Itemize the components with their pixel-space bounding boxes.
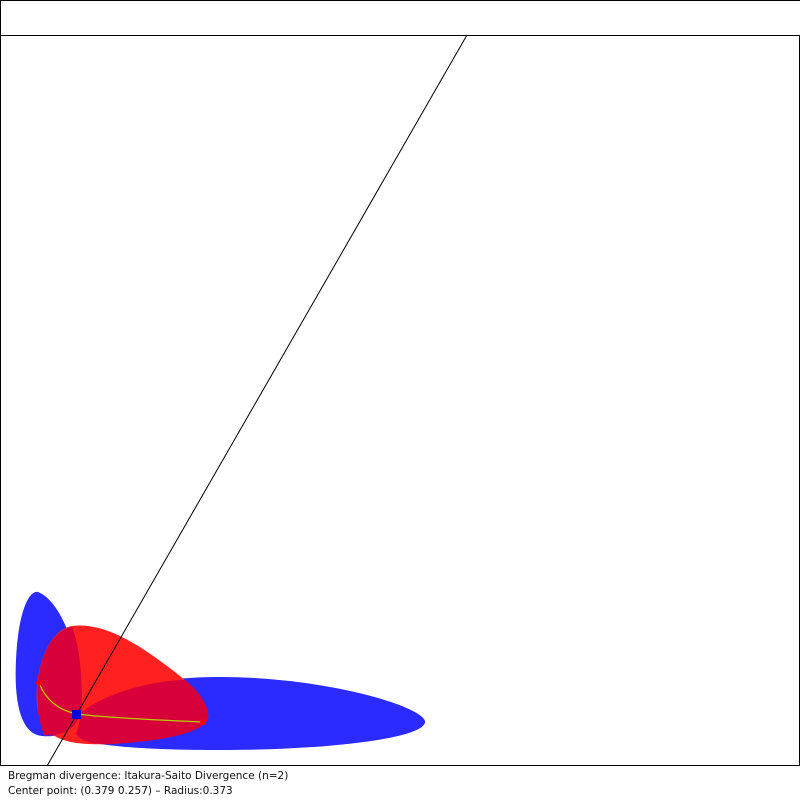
overlap-left — [37, 627, 83, 736]
center-radius-label: Center point: (0.379 0.257) – Radius:0.3… — [8, 785, 233, 797]
center-point-marker[interactable] — [72, 710, 81, 719]
bisector-line — [46, 34, 468, 767]
geodesic-curve — [38, 682, 204, 723]
status-panel: Bregman divergence: Itakura-Saito Diverg… — [8, 769, 288, 799]
top-toolbar-area — [0, 0, 800, 36]
endpoint-marker-left[interactable] — [36, 680, 42, 686]
overlap-right — [76, 680, 209, 745]
divergence-label: Bregman divergence: Itakura-Saito Diverg… — [8, 770, 289, 782]
endpoint-marker-right[interactable] — [200, 719, 206, 725]
